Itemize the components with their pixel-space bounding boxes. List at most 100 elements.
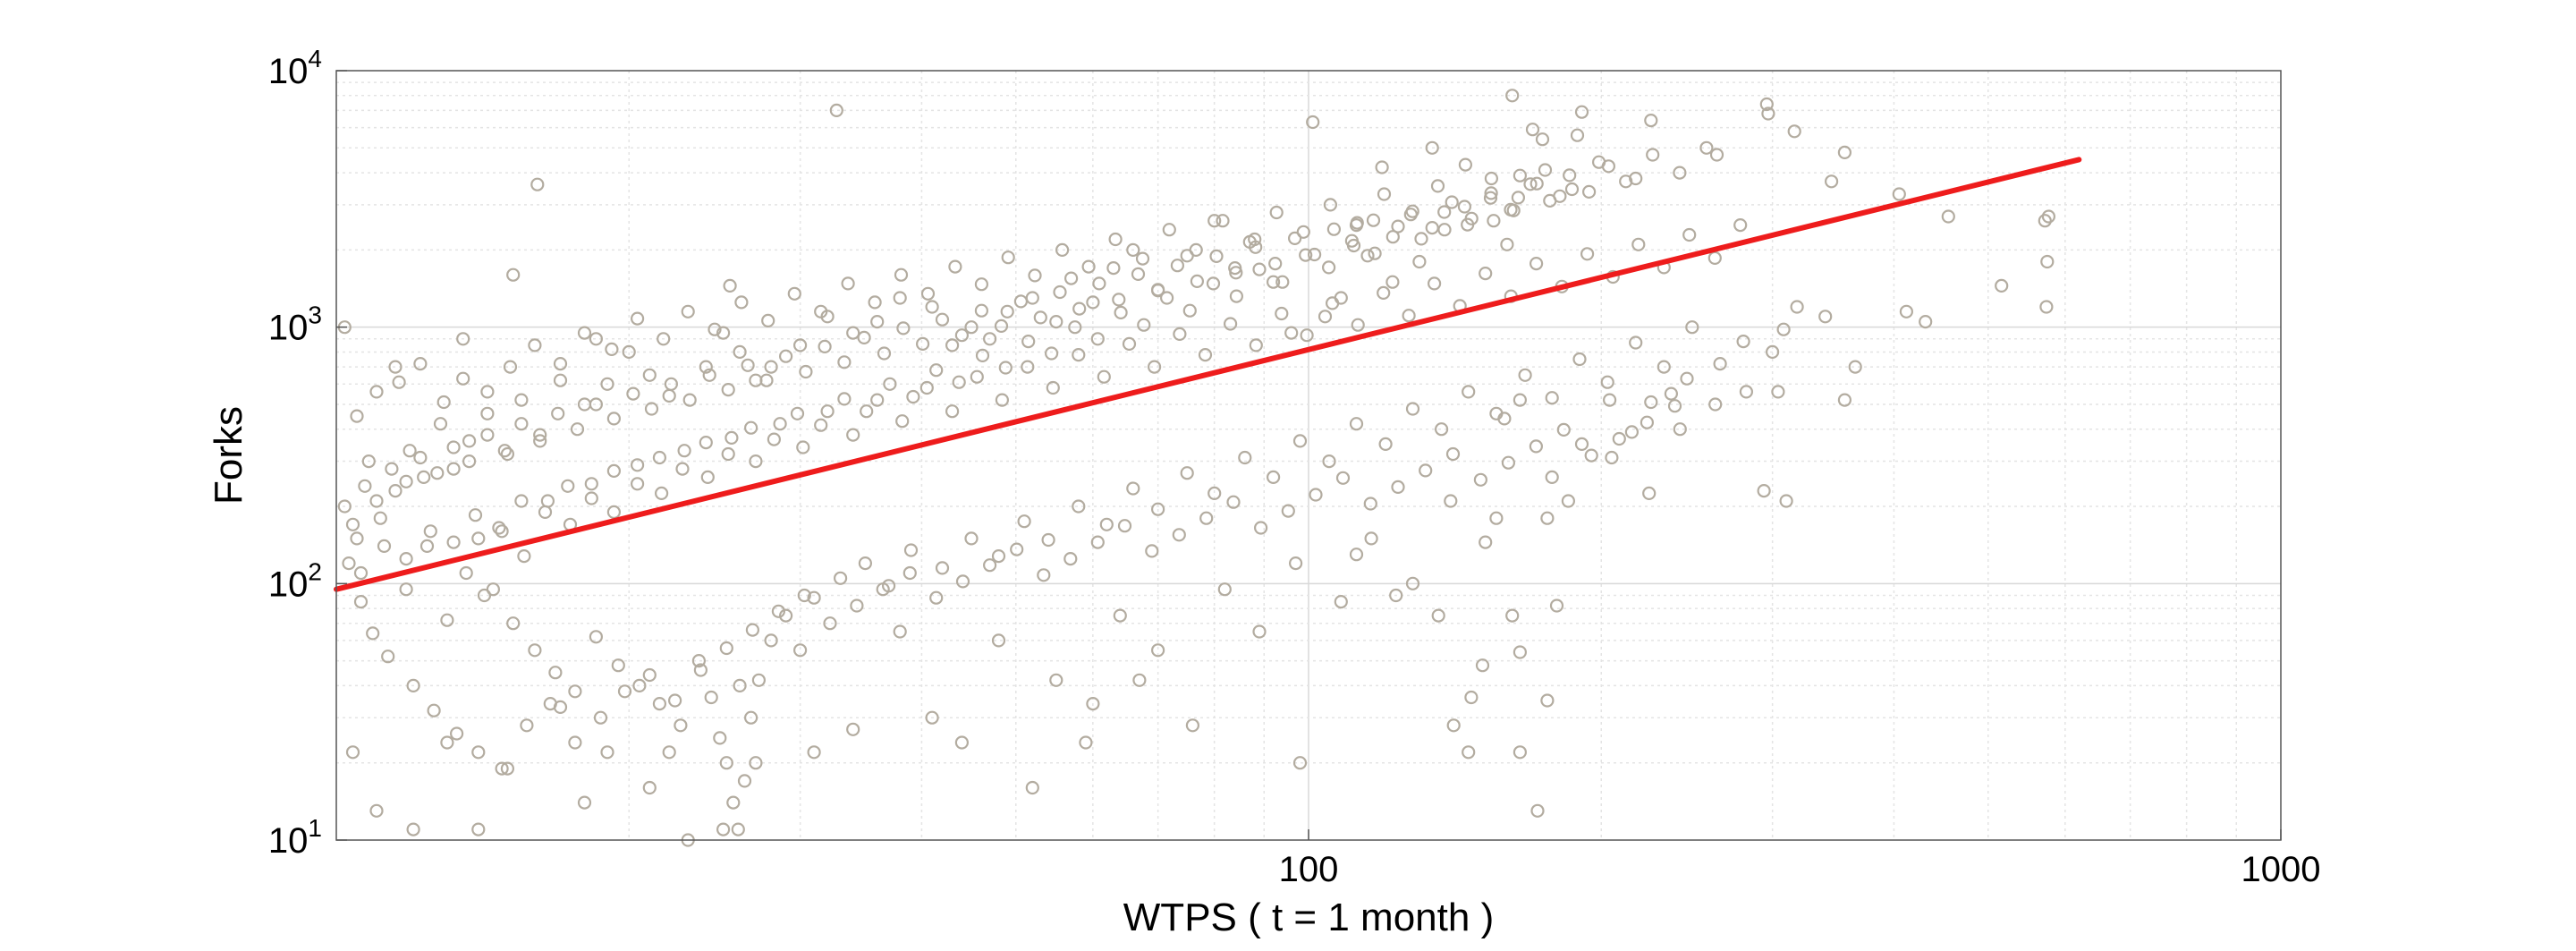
data-point (1682, 227, 1697, 242)
data-point (584, 477, 598, 491)
data-point (1513, 745, 1528, 760)
data-point (691, 653, 707, 668)
data-point (1553, 189, 1567, 203)
data-point (369, 385, 384, 399)
data-point (1325, 296, 1340, 310)
data-point (600, 377, 614, 391)
data-point (606, 463, 622, 479)
data-point (533, 428, 547, 442)
data-point (1427, 276, 1442, 291)
data-point (2039, 300, 2054, 314)
data-point (682, 393, 697, 407)
data-point (991, 548, 1006, 564)
data-point (514, 494, 529, 508)
data-point (600, 745, 614, 760)
data-point (833, 571, 848, 585)
data-point (2041, 209, 2055, 224)
data-point (733, 344, 747, 359)
x-axis-label: WTPS ( t = 1 month ) (1123, 896, 1494, 939)
data-point (350, 531, 364, 546)
data-point (790, 406, 805, 420)
data-point (1097, 369, 1111, 384)
data-point (745, 623, 760, 637)
data-point (1106, 261, 1121, 276)
data-point (385, 462, 399, 476)
data-point (520, 718, 534, 733)
data-point (1350, 216, 1364, 230)
data-point (553, 373, 568, 387)
data-point (1086, 295, 1100, 310)
data-point (723, 278, 737, 293)
data-point (1013, 294, 1029, 309)
data-point (1462, 745, 1476, 760)
data-point (1238, 450, 1252, 465)
data-point (1570, 128, 1585, 142)
data-point (419, 539, 435, 554)
data-point (850, 599, 864, 613)
data-point (764, 633, 778, 648)
data-point (820, 404, 835, 419)
data-point (700, 470, 715, 485)
data-point (630, 458, 645, 472)
data-point (1501, 455, 1516, 470)
data-point (713, 731, 727, 745)
data-point (1619, 174, 1633, 189)
data-point (906, 389, 920, 404)
data-point (716, 326, 731, 340)
data-point (749, 454, 763, 469)
data-point (517, 548, 531, 564)
data-point (731, 822, 745, 836)
data-point (1437, 205, 1452, 219)
data-point (1790, 300, 1804, 314)
data-point (1739, 385, 1754, 399)
y-tick-label: 103 (268, 301, 322, 348)
data-point (1360, 249, 1375, 263)
data-point (577, 326, 592, 340)
data-point (1249, 240, 1263, 254)
data-point (533, 434, 547, 448)
data-point (846, 326, 860, 340)
data-point (1709, 148, 1724, 162)
data-point (1150, 284, 1165, 298)
data-point (500, 761, 515, 776)
data-point (1464, 690, 1479, 705)
data-point (764, 360, 778, 374)
data-point (1484, 186, 1498, 200)
data-point (436, 395, 451, 410)
data-point (1063, 271, 1079, 285)
data-point (1899, 304, 1913, 318)
x-tick-label: 100 (1279, 850, 1339, 889)
data-point (1053, 284, 1067, 300)
data-point (877, 346, 892, 361)
data-point (1484, 171, 1499, 186)
data-point (1523, 177, 1538, 191)
data-point (528, 643, 542, 658)
data-point (388, 360, 402, 374)
data-point (1180, 466, 1194, 480)
data-point (1351, 318, 1365, 332)
data-point (392, 375, 406, 389)
data-point (577, 795, 592, 810)
data-point (1198, 348, 1213, 362)
data-point (446, 535, 461, 549)
data-point (1518, 368, 1532, 382)
data-point (998, 361, 1013, 375)
data-point (823, 616, 837, 631)
data-point (1349, 417, 1364, 431)
x-axis-ticks: 100 1000 (1279, 829, 2320, 889)
data-point (1529, 439, 1544, 454)
data-point (632, 678, 647, 693)
data-point (1249, 338, 1263, 352)
data-point (1419, 463, 1433, 478)
data-point (846, 428, 860, 442)
data-point (1561, 494, 1576, 508)
y-tick-label: 102 (268, 557, 322, 604)
data-point (935, 312, 950, 327)
data-point (955, 574, 970, 589)
data-point (1000, 304, 1014, 318)
data-point (462, 434, 477, 448)
data-point (1707, 250, 1722, 265)
data-point (1837, 145, 1852, 159)
data-point (792, 338, 808, 352)
data-point (1500, 237, 1514, 251)
